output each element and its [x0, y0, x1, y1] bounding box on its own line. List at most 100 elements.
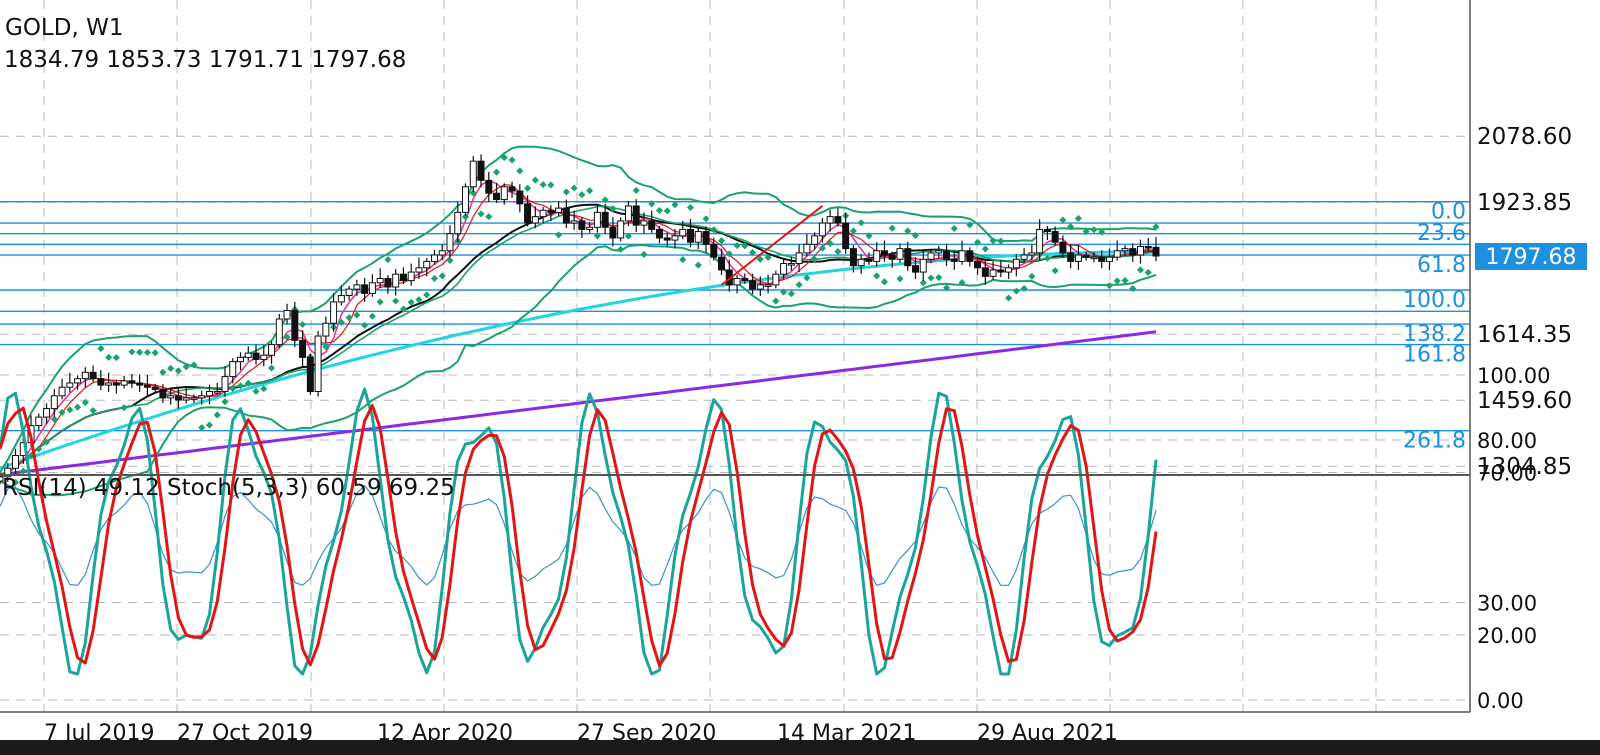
candle-body[interactable] [50, 395, 58, 410]
candle-body[interactable] [601, 211, 609, 228]
candle-body[interactable] [1043, 228, 1051, 233]
candle-body[interactable] [268, 344, 276, 356]
candle-body[interactable] [842, 222, 850, 250]
candle-body[interactable] [539, 209, 547, 218]
candle-body[interactable] [1074, 254, 1082, 262]
candle-body[interactable] [205, 390, 213, 397]
candle-body[interactable] [555, 207, 563, 213]
candle-body[interactable] [547, 209, 555, 213]
candle-body[interactable] [849, 248, 857, 267]
candle-body[interactable] [500, 186, 508, 201]
candle-body[interactable] [655, 228, 663, 239]
candle-body[interactable] [330, 301, 338, 324]
candle-body[interactable] [1012, 258, 1020, 269]
candle-body[interactable] [407, 271, 415, 282]
candle-body[interactable] [710, 243, 718, 258]
candle-body[interactable] [430, 254, 438, 262]
candle-body[interactable] [1028, 252, 1036, 256]
candle-body[interactable] [446, 233, 454, 252]
candle-body[interactable] [244, 352, 252, 358]
candle-body[interactable] [609, 226, 617, 239]
candle-body[interactable] [632, 205, 640, 226]
candle-body[interactable] [911, 265, 919, 273]
candle-body[interactable] [857, 258, 865, 267]
candle-body[interactable] [888, 254, 896, 260]
candle-body[interactable] [213, 390, 221, 394]
candle-body[interactable] [438, 250, 446, 256]
candle-body[interactable] [43, 408, 51, 418]
candle-body[interactable] [1005, 267, 1013, 273]
candle-body[interactable] [1082, 254, 1090, 258]
candle-body[interactable] [376, 277, 384, 284]
candle-body[interactable] [182, 397, 190, 401]
candle-body[interactable] [1121, 248, 1129, 252]
candle-body[interactable] [299, 339, 307, 358]
candle-body[interactable] [477, 160, 485, 181]
candle-body[interactable] [159, 388, 167, 399]
candle-body[interactable] [818, 222, 826, 237]
candle-body[interactable] [741, 277, 749, 282]
candle-body[interactable] [128, 380, 136, 384]
candle-body[interactable] [1059, 241, 1067, 254]
candle-body[interactable] [749, 280, 757, 290]
candle-body[interactable] [671, 235, 679, 241]
candle-body[interactable] [260, 354, 268, 361]
candle-body[interactable] [237, 356, 245, 363]
candle-body[interactable] [795, 252, 803, 265]
candle-body[interactable] [787, 263, 795, 266]
candle-body[interactable] [1129, 248, 1137, 256]
candle-body[interactable] [764, 284, 772, 287]
candle-body[interactable] [880, 250, 888, 256]
candle-body[interactable] [120, 380, 128, 386]
candle-body[interactable] [950, 258, 958, 262]
candle-body[interactable] [780, 263, 788, 275]
candle-body[interactable] [66, 382, 74, 388]
candle-body[interactable] [337, 295, 345, 303]
candle-body[interactable] [1020, 254, 1028, 260]
candle-body[interactable] [702, 231, 710, 245]
candle-body[interactable] [283, 309, 291, 320]
candle-body[interactable] [694, 231, 702, 243]
candle-body[interactable] [1067, 252, 1075, 262]
candle-body[interactable] [640, 220, 648, 226]
candle-body[interactable] [1105, 256, 1113, 262]
candle-body[interactable] [361, 284, 369, 294]
candle-body[interactable] [1152, 246, 1160, 257]
candle-body[interactable] [617, 220, 625, 239]
candle-body[interactable] [772, 273, 780, 286]
candle-body[interactable] [578, 220, 586, 230]
candle-body[interactable] [1136, 245, 1144, 256]
candle-body[interactable] [35, 416, 43, 427]
candle-body[interactable] [593, 211, 601, 228]
candle-body[interactable] [384, 277, 392, 288]
candle-body[interactable] [531, 216, 539, 224]
trend-line[interactable] [720, 205, 824, 286]
candle-body[interactable] [4, 467, 12, 478]
candle-body[interactable] [454, 211, 462, 235]
candle-body[interactable] [733, 277, 741, 286]
candle-body[interactable] [927, 252, 935, 260]
candle-body[interactable] [493, 192, 501, 201]
candle-body[interactable] [174, 395, 182, 401]
candle-body[interactable] [167, 395, 175, 399]
candle-body[interactable] [873, 250, 881, 262]
candle-body[interactable] [58, 386, 66, 397]
candle-body[interactable] [686, 228, 694, 243]
candle-body[interactable] [143, 384, 151, 388]
candle-body[interactable] [353, 284, 361, 290]
candle-body[interactable] [679, 228, 687, 237]
candle-body[interactable] [136, 382, 144, 386]
candle-body[interactable] [112, 382, 120, 386]
candle-body[interactable] [1113, 250, 1121, 258]
candle-body[interactable] [322, 322, 330, 337]
candle-body[interactable] [624, 205, 632, 222]
candle-body[interactable] [562, 207, 570, 224]
trend-line-segment[interactable] [720, 205, 824, 286]
candle-body[interactable] [485, 179, 493, 194]
candle-body[interactable] [834, 216, 842, 224]
candle-body[interactable] [586, 226, 594, 230]
candle-body[interactable] [865, 258, 873, 262]
candle-body[interactable] [314, 335, 322, 392]
candle-body[interactable] [399, 273, 407, 282]
candle-body[interactable] [306, 356, 314, 392]
